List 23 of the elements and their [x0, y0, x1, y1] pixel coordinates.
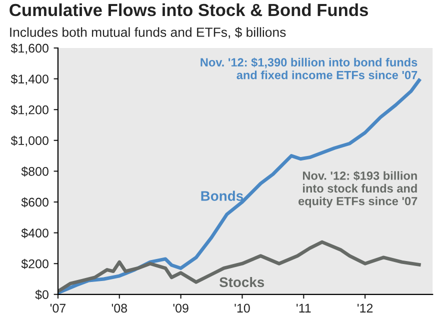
series-label: Bonds	[201, 190, 243, 201]
y-tick-label: $800	[21, 166, 48, 177]
y-tick-label: $1,400	[10, 74, 48, 85]
annotation: Nov. '12: $193 billion into stock funds and equity ETFs since '07	[298, 170, 418, 208]
line-series	[58, 78, 421, 294]
y-tick-label: $400	[21, 228, 48, 238]
line-series	[58, 240, 421, 294]
annotation: Nov. '12: $1,390 billion into bond funds and fixed income ETFs since '07	[200, 58, 418, 80]
chart-title: Cumulative Flows into Stock & Bond Funds	[10, 3, 368, 16]
y-tick-label: $600	[21, 197, 48, 208]
x-tick-label: '11	[296, 304, 311, 312]
y-tick-label: $1,600	[10, 43, 48, 54]
y-tick-label: $1,000	[10, 136, 48, 147]
y-tick-label: $1,200	[10, 104, 48, 116]
series-label: Stocks	[219, 276, 264, 288]
y-tick-label: $200	[21, 258, 48, 269]
x-tick-label: '09	[173, 304, 188, 313]
x-tick-label: '12	[358, 304, 373, 312]
chart-subtitle: Includes both mutual funds and ETFs, $ billions	[10, 27, 286, 38]
y-tick-label: $0	[35, 290, 48, 300]
x-tick-label: '08	[112, 304, 127, 313]
x-tick-label: '10	[234, 304, 250, 313]
x-tick-label: '07	[50, 304, 66, 313]
